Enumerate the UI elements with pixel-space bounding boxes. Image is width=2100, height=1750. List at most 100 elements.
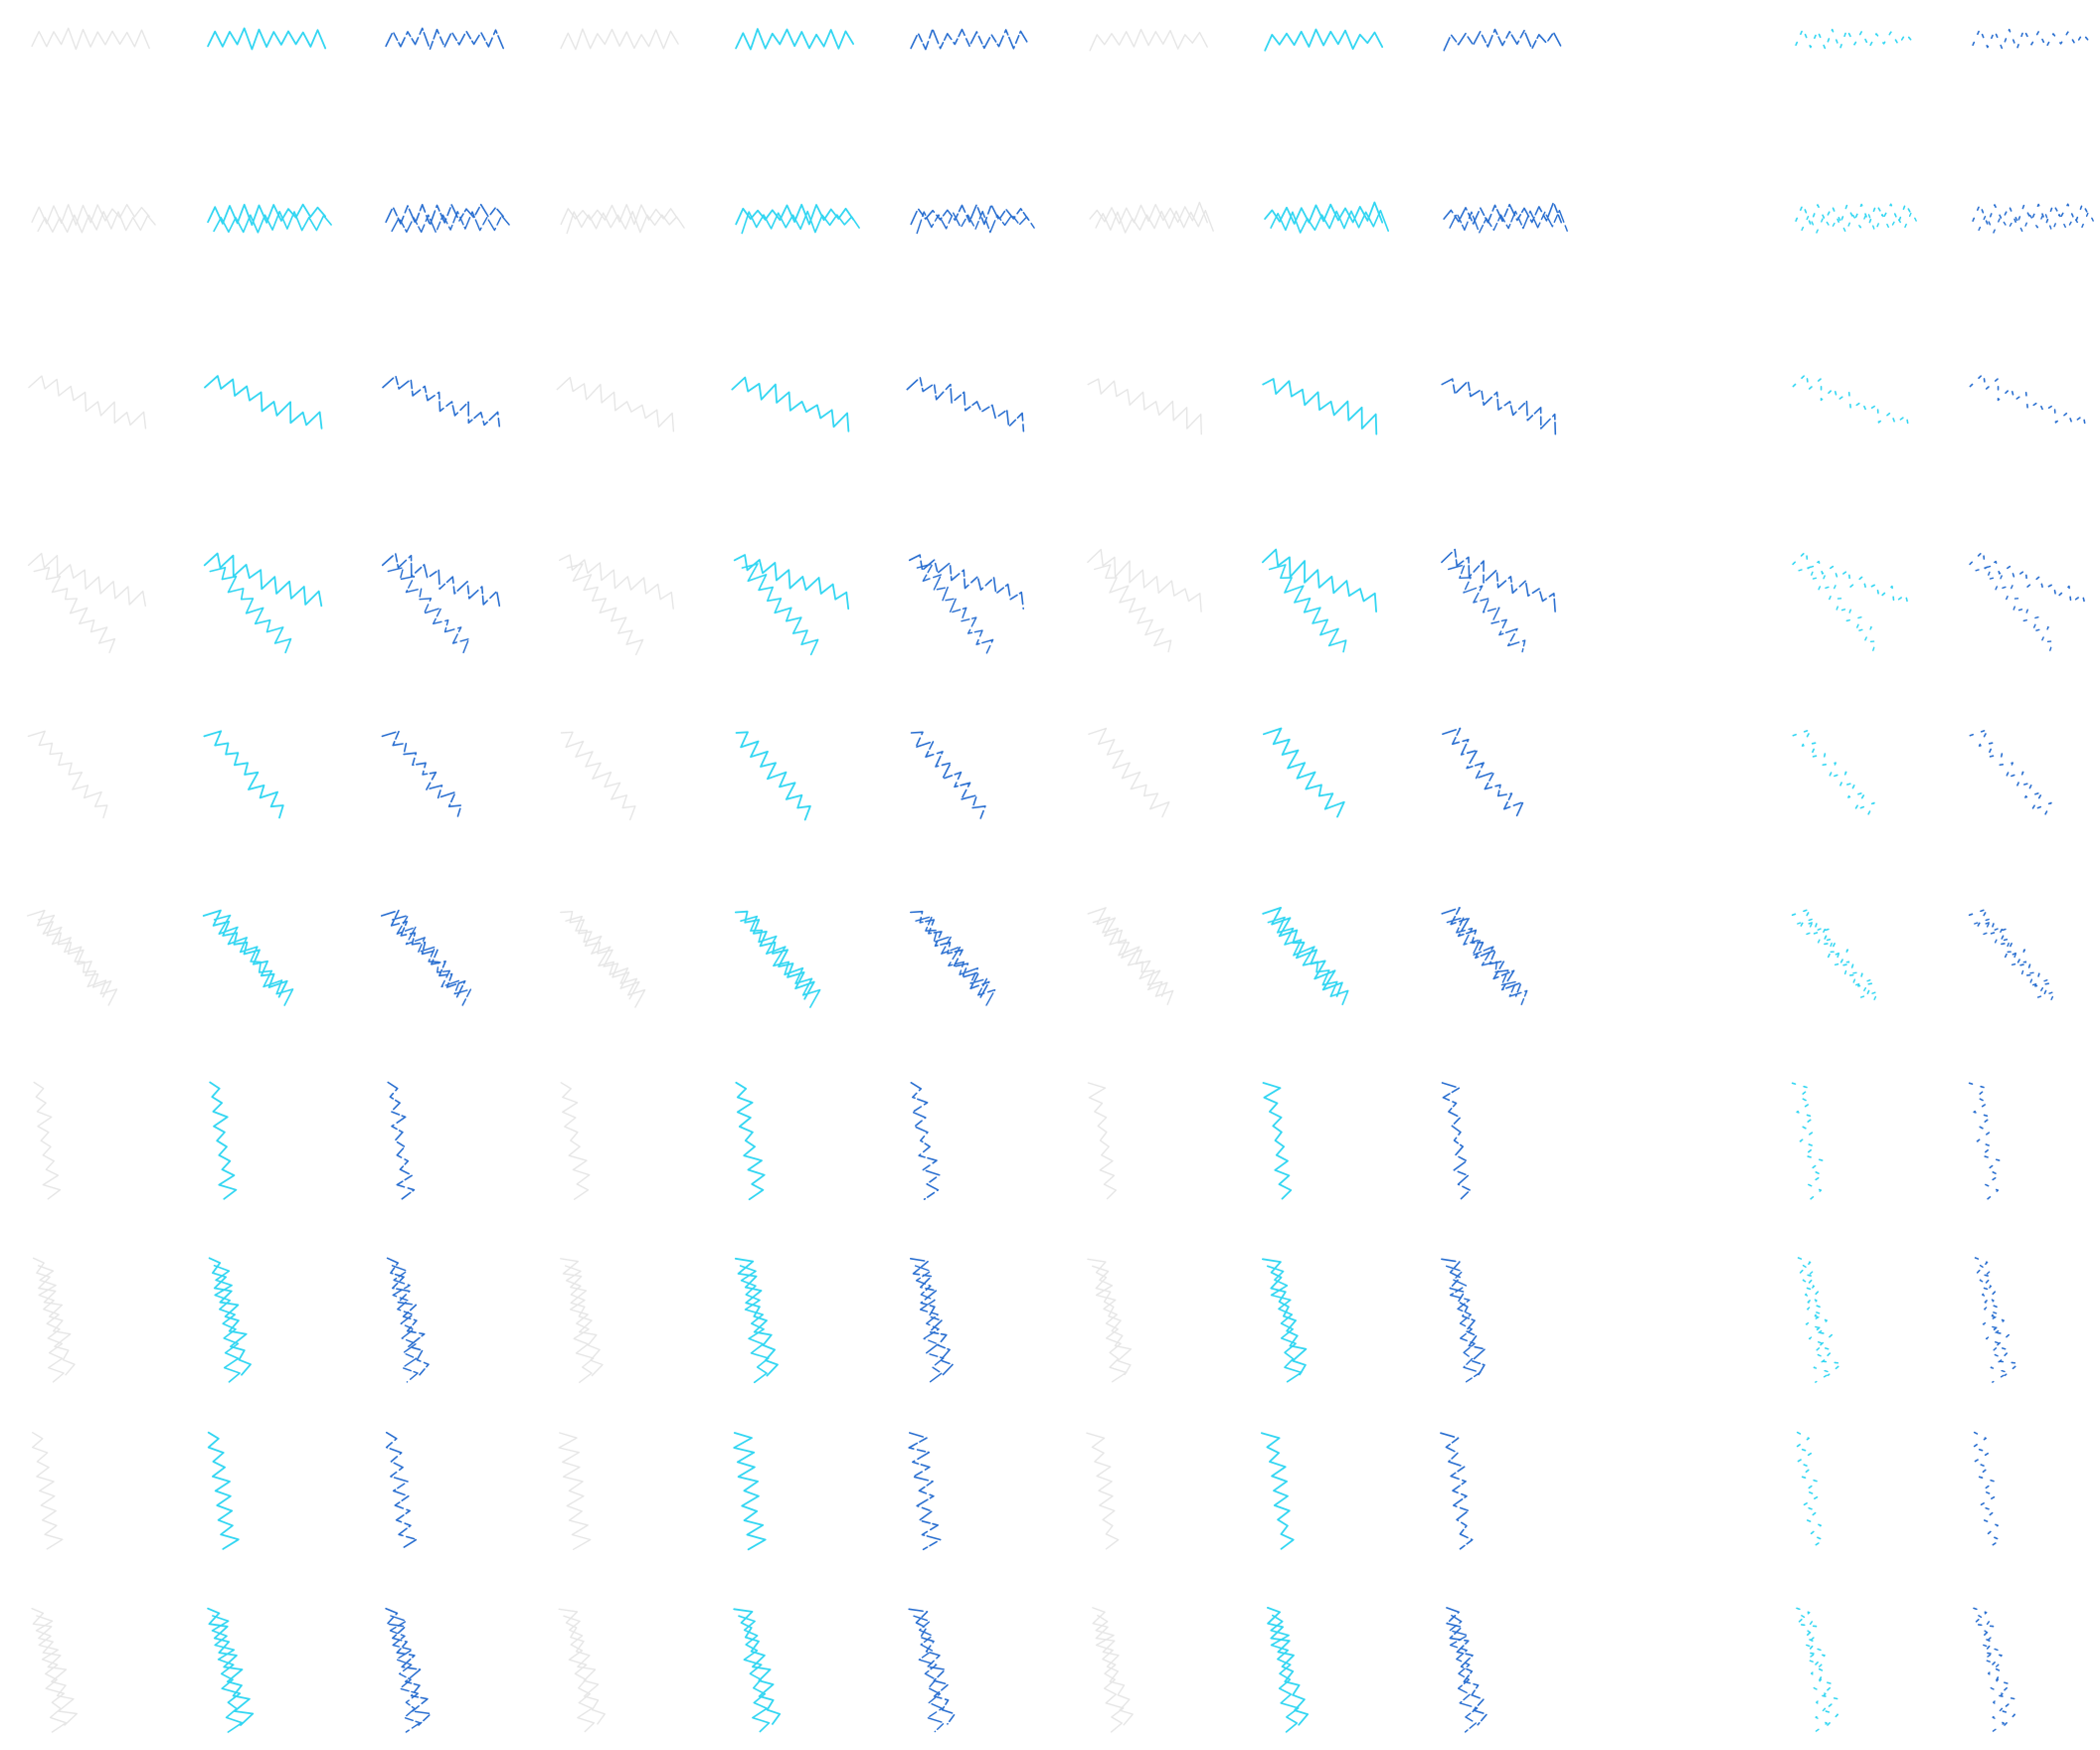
glyph-stroke bbox=[1968, 1082, 2001, 1200]
glyph-stroke bbox=[735, 203, 854, 226]
stroke-cell bbox=[28, 552, 146, 653]
glyph-stroke-secondary bbox=[1270, 209, 1390, 234]
glyph-stroke bbox=[1972, 202, 2091, 226]
stroke-cell bbox=[1086, 1432, 1120, 1550]
stroke-row bbox=[31, 1607, 2015, 1734]
stroke-cell bbox=[202, 909, 294, 1006]
stroke-cell bbox=[908, 1432, 942, 1551]
stroke-cell bbox=[1087, 1082, 1117, 1200]
stroke-cell bbox=[1443, 201, 1568, 234]
stroke-cell bbox=[27, 730, 108, 819]
stroke-cell bbox=[207, 1431, 240, 1550]
stroke-row bbox=[28, 548, 2087, 656]
glyph-stroke bbox=[735, 28, 854, 51]
stroke-cell bbox=[1087, 907, 1174, 1005]
glyph-stroke bbox=[560, 28, 679, 51]
stroke-cell bbox=[207, 1607, 255, 1733]
stroke-cell bbox=[1969, 550, 2087, 655]
stroke-cell bbox=[735, 731, 811, 821]
stroke-cell bbox=[1262, 1258, 1308, 1383]
glyph-stroke bbox=[559, 554, 674, 610]
glyph-stroke bbox=[910, 910, 990, 1000]
stroke-cell bbox=[386, 1257, 430, 1383]
glyph-stroke-secondary bbox=[1797, 917, 1879, 1007]
stroke-row bbox=[33, 1081, 2001, 1201]
stroke-cell bbox=[1972, 28, 2091, 51]
stroke-cell bbox=[734, 910, 821, 1008]
glyph-stroke-secondary bbox=[916, 210, 1035, 235]
stroke-cell bbox=[1089, 201, 1214, 234]
glyph-stroke bbox=[1441, 1258, 1487, 1376]
glyph-stroke bbox=[1087, 548, 1202, 612]
stroke-row bbox=[31, 27, 2091, 52]
glyph-stroke bbox=[735, 1081, 766, 1201]
stroke-cell bbox=[32, 1257, 76, 1383]
stroke-row bbox=[27, 907, 2056, 1008]
stroke-cell bbox=[1267, 1607, 1310, 1733]
stroke-cell bbox=[207, 27, 327, 51]
stroke-cell bbox=[381, 730, 462, 819]
glyph-stroke-secondary bbox=[213, 1264, 241, 1383]
stroke-cell bbox=[733, 1432, 767, 1551]
glyph-stroke bbox=[1263, 727, 1345, 818]
glyph-stroke bbox=[1795, 1431, 1825, 1550]
glyph-stroke-secondary bbox=[1802, 1264, 1833, 1383]
stroke-cell bbox=[1089, 28, 1208, 52]
stroke-cell bbox=[560, 28, 679, 51]
glyph-stroke-secondary bbox=[1974, 917, 2056, 1007]
stroke-cell bbox=[1087, 548, 1202, 653]
stroke-cell bbox=[207, 203, 332, 234]
stroke-cell bbox=[910, 1082, 941, 1200]
stroke-cell bbox=[203, 730, 284, 819]
glyph-stroke bbox=[1968, 908, 2050, 999]
glyph-stroke bbox=[27, 909, 112, 998]
glyph-stroke bbox=[380, 909, 466, 998]
glyph-stroke bbox=[1262, 1258, 1308, 1376]
stroke-cell bbox=[209, 1081, 238, 1200]
glyph-stroke bbox=[1443, 28, 1562, 52]
stroke-cell bbox=[385, 1607, 433, 1733]
stroke-cell bbox=[1441, 548, 1556, 653]
glyph-stroke bbox=[381, 730, 462, 819]
glyph-stroke bbox=[32, 1257, 76, 1376]
glyph-stroke bbox=[28, 552, 146, 607]
stroke-cell bbox=[1969, 728, 2052, 820]
glyph-stroke bbox=[558, 1608, 606, 1725]
glyph-stroke-secondary bbox=[738, 1615, 771, 1733]
glyph-stroke-secondary bbox=[1978, 210, 2097, 234]
stroke-cell bbox=[910, 910, 996, 1008]
glyph-stroke bbox=[1087, 378, 1202, 436]
glyph-stroke-secondary bbox=[1975, 565, 2054, 655]
glyph-stroke bbox=[558, 1432, 592, 1550]
glyph-stroke bbox=[207, 27, 327, 51]
glyph-stroke bbox=[1969, 372, 2087, 432]
glyph-stroke bbox=[385, 1431, 418, 1550]
glyph-stroke bbox=[1969, 728, 2052, 820]
glyph-stroke bbox=[1089, 28, 1208, 52]
stroke-cell bbox=[560, 1082, 591, 1200]
glyph-stroke bbox=[381, 552, 501, 608]
glyph-stroke bbox=[1262, 1082, 1293, 1200]
stroke-cell bbox=[1972, 1607, 2015, 1734]
glyph-stroke-secondary bbox=[913, 1615, 946, 1733]
stroke-cell bbox=[1262, 1082, 1293, 1200]
glyph-stroke bbox=[1089, 201, 1208, 225]
stroke-cell bbox=[1092, 1607, 1134, 1733]
stroke-cell bbox=[910, 1258, 954, 1384]
glyph-stroke-secondary bbox=[213, 210, 332, 234]
stroke-row bbox=[31, 201, 2097, 235]
glyph-stroke-secondary bbox=[1268, 564, 1347, 653]
glyph-stroke bbox=[733, 554, 850, 611]
stroke-cell bbox=[1262, 378, 1378, 436]
glyph-stroke bbox=[1262, 548, 1377, 612]
stroke-cell bbox=[33, 1081, 62, 1200]
stroke-cell bbox=[1795, 28, 1914, 51]
glyph-stroke-secondary bbox=[1267, 916, 1349, 1006]
glyph-stroke-secondary bbox=[1979, 1264, 2010, 1383]
stroke-cell bbox=[387, 1081, 416, 1200]
glyph-stroke bbox=[1088, 727, 1170, 818]
stroke-cell bbox=[385, 27, 504, 51]
stroke-cell bbox=[385, 1431, 418, 1550]
glyph-stroke bbox=[386, 1257, 430, 1376]
